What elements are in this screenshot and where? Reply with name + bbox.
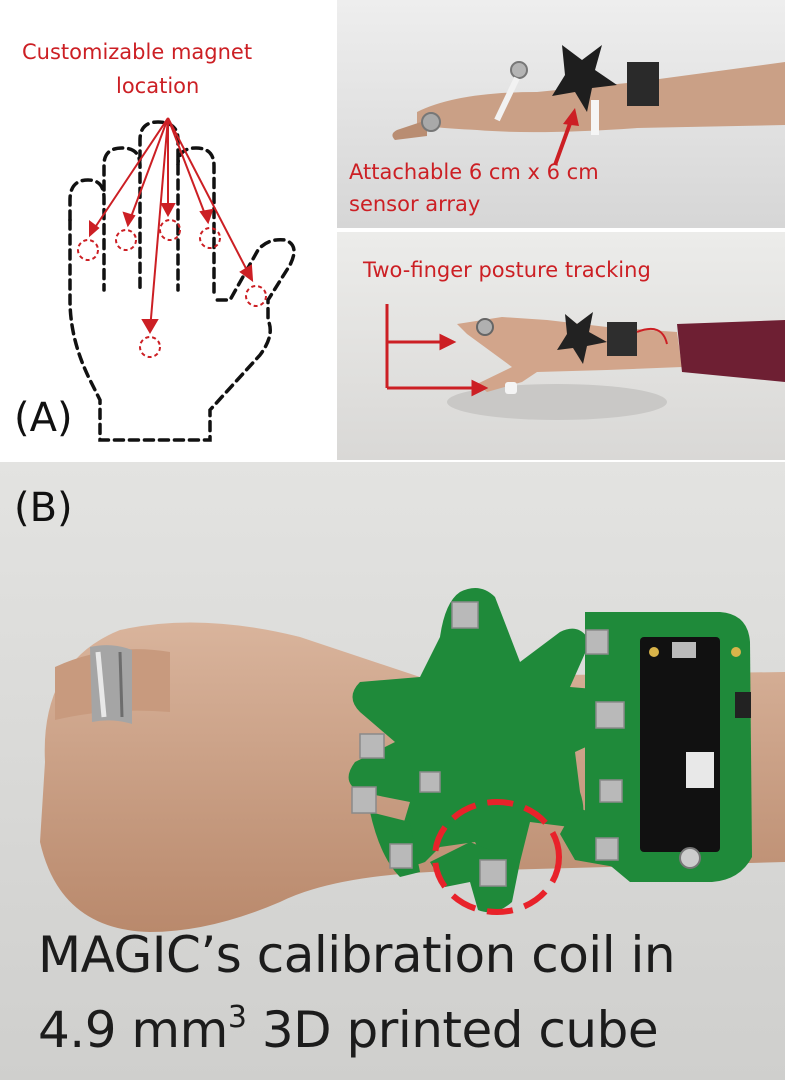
sensor-array-photo: Attachable 6 cm x 6 cm sensor array — [337, 0, 785, 228]
hand-outline — [68, 120, 296, 442]
caption-line-2-pre: 4.9 mm — [38, 1001, 228, 1059]
magnet-label-line1: Customizable magnet — [22, 40, 253, 64]
caption-superscript: 3 — [227, 1000, 247, 1035]
sensor-chips — [351, 601, 625, 887]
sensor-label-line1: Attachable 6 cm x 6 cm — [349, 160, 599, 184]
caption-brand: MAGIC — [38, 926, 201, 984]
two-finger-illustration — [337, 232, 785, 460]
hand-diagram-panel: Customizable magnet location (A) — [0, 0, 335, 460]
hand-outline-diagram — [68, 117, 296, 442]
panel-b-letter: (B) — [14, 485, 73, 531]
wrist-sensor-illustration — [337, 0, 785, 228]
tracking-arrows — [385, 304, 489, 397]
tracking-label: Two-finger posture tracking — [363, 258, 651, 282]
calibration-coil-photo: (B) MAGIC’s calibration coil in 4.9 mm3 … — [0, 462, 785, 1080]
caption-line-1-rest: ’s calibration coil in — [200, 926, 676, 984]
magnet-label-line2: location — [116, 74, 200, 98]
two-finger-tracking-photo: Two-finger posture tracking — [337, 232, 785, 460]
magnet-positions — [77, 219, 267, 358]
calibration-coil-highlight — [432, 799, 562, 915]
sensor-label-line2: sensor array — [349, 192, 481, 216]
caption-line-2-post: 3D printed cube — [246, 1001, 659, 1059]
pcb-wrist-illustration — [0, 462, 785, 1080]
magnet-arrows — [89, 117, 254, 334]
caption-line-2: 4.9 mm3 3D printed cube — [38, 1000, 659, 1059]
panel-a-letter: (A) — [14, 395, 73, 441]
caption-line-1: MAGIC’s calibration coil in — [38, 926, 676, 984]
